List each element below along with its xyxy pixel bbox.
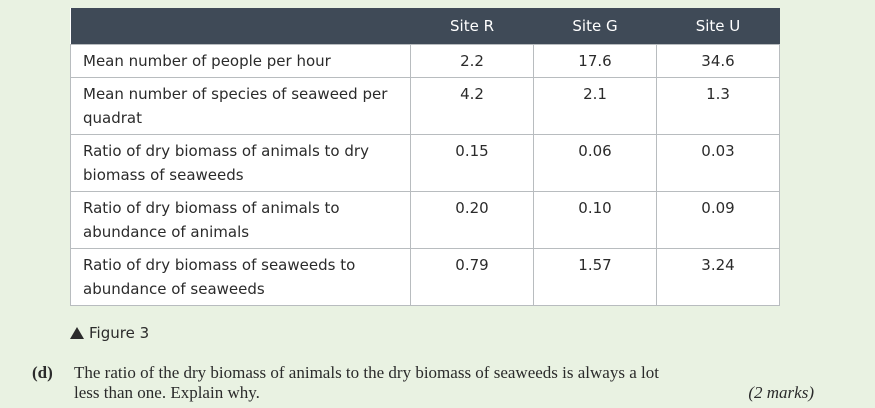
cell-value: 1.3 [656, 77, 780, 135]
cell-value: 34.6 [656, 44, 780, 78]
cell-value: 2.1 [533, 77, 657, 135]
cell-value: 0.03 [656, 134, 780, 192]
table-header-site-g: Site G [533, 8, 657, 45]
row-label: Ratio of dry biomass of animals to dry b… [70, 134, 411, 192]
table-header-site-r: Site R [410, 8, 534, 45]
cell-value: 1.57 [533, 248, 657, 306]
cell-value: 0.06 [533, 134, 657, 192]
question-text-line1: The ratio of the dry biomass of animals … [74, 363, 659, 382]
table-row: Ratio of dry biomass of animals to dry b… [70, 134, 780, 192]
cell-value: 3.24 [656, 248, 780, 306]
data-table: Site R Site G Site U Mean number of peop… [70, 8, 780, 306]
table-row: Ratio of dry biomass of seaweeds to abun… [70, 248, 780, 306]
row-label: Mean number of people per hour [70, 44, 411, 78]
table-row: Mean number of people per hour 2.2 17.6 … [70, 44, 780, 78]
row-label: Mean number of species of seaweed per qu… [70, 77, 411, 135]
table-header-row: Site R Site G Site U [70, 8, 780, 45]
table-header-corner [70, 8, 411, 45]
cell-value: 0.09 [656, 191, 780, 249]
cell-value: 4.2 [410, 77, 534, 135]
row-label: Ratio of dry biomass of seaweeds to abun… [70, 248, 411, 306]
cell-value: 0.15 [410, 134, 534, 192]
figure-caption: Figure 3 [70, 324, 149, 342]
question-marks: (2 marks) [748, 383, 814, 402]
table-row: Ratio of dry biomass of animals to abund… [70, 191, 780, 249]
figure-caption-text: Figure 3 [89, 324, 150, 342]
triangle-icon [70, 327, 84, 339]
question-number: (d) [32, 363, 53, 382]
cell-value: 2.2 [410, 44, 534, 78]
cell-value: 0.20 [410, 191, 534, 249]
table-header-site-u: Site U [656, 8, 780, 45]
cell-value: 0.79 [410, 248, 534, 306]
question-text-line2: less than one. Explain why. [74, 383, 260, 402]
cell-value: 0.10 [533, 191, 657, 249]
cell-value: 17.6 [533, 44, 657, 78]
table-row: Mean number of species of seaweed per qu… [70, 77, 780, 135]
row-label: Ratio of dry biomass of animals to abund… [70, 191, 411, 249]
